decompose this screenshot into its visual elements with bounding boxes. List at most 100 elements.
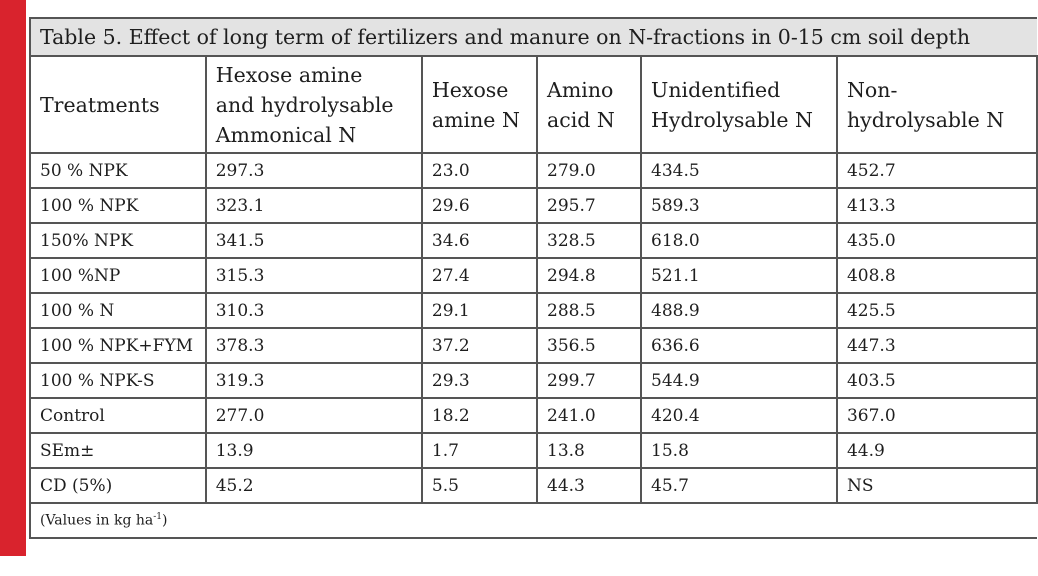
treatment-cell: Control bbox=[29, 397, 207, 434]
value-cell: 29.1 bbox=[420, 292, 539, 329]
value-cell: 13.9 bbox=[204, 432, 423, 469]
table-row: Control 277.0 18.2 241.0 420.4 367.0 bbox=[29, 397, 1038, 434]
value-cell: 18.2 bbox=[420, 397, 539, 434]
value-cell: 277.0 bbox=[204, 397, 423, 434]
header-line: acid N bbox=[547, 107, 615, 132]
accent-bar bbox=[0, 0, 26, 556]
value-cell: 435.0 bbox=[835, 222, 1038, 259]
header-non-hydrolysable-n: Non-hydrolysable N bbox=[835, 55, 1038, 154]
value-cell: 1.7 bbox=[420, 432, 539, 469]
header-unidentified-hydrolysable-n: Unidentified Hydrolysable N bbox=[640, 55, 838, 154]
value-cell: 618.0 bbox=[640, 222, 838, 259]
table-body: 50 % NPK 297.3 23.0 279.0 434.5 452.7 100 % NP… bbox=[29, 152, 1038, 504]
note-prefix: (Values in kg ha bbox=[40, 512, 154, 529]
header-hexose-amine-n: Hexose amine N bbox=[420, 55, 539, 154]
value-cell: 45.2 bbox=[204, 467, 423, 504]
table-row: SEm± 13.9 1.7 13.8 15.8 44.9 bbox=[29, 432, 1038, 469]
note-row: (Values in kg ha-1) bbox=[29, 502, 1037, 539]
treatment-cell: 100 % NPK-S bbox=[29, 362, 207, 399]
value-cell: 27.4 bbox=[420, 257, 539, 294]
value-cell: 294.8 bbox=[536, 257, 643, 294]
header-line: amine N bbox=[431, 107, 520, 132]
table-row: 50 % NPK 297.3 23.0 279.0 434.5 452.7 bbox=[29, 152, 1038, 189]
treatment-cell: 150% NPK bbox=[29, 222, 207, 259]
value-cell: 488.9 bbox=[640, 292, 838, 329]
value-cell: 44.9 bbox=[835, 432, 1038, 469]
value-cell: 447.3 bbox=[835, 327, 1038, 364]
value-cell: 5.5 bbox=[420, 467, 539, 504]
value-cell: 34.6 bbox=[420, 222, 539, 259]
header-line: and hydrolysable bbox=[215, 92, 394, 117]
value-cell: 37.2 bbox=[420, 327, 539, 364]
table-caption: Table 5. Effect of long term of fertiliz… bbox=[29, 17, 1037, 57]
treatment-cell: 50 % NPK bbox=[29, 152, 207, 189]
n-fractions-table: Table 5. Effect of long term of fertiliz… bbox=[29, 17, 1038, 539]
table-container: Table 5. Effect of long term of fertiliz… bbox=[29, 17, 1038, 557]
header-line: Hexose bbox=[431, 77, 509, 102]
table-row: 100 % NPK+FYM 378.3 37.2 356.5 636.6 447.3 bbox=[29, 327, 1038, 364]
value-cell: 279.0 bbox=[536, 152, 643, 189]
value-cell: 295.7 bbox=[536, 187, 643, 224]
value-cell: 45.7 bbox=[640, 467, 838, 504]
caption-row: Table 5. Effect of long term of fertiliz… bbox=[29, 17, 1037, 57]
header-amino-acid-n: Amino acid N bbox=[536, 55, 643, 154]
value-cell: 328.5 bbox=[536, 222, 643, 259]
value-cell: 521.1 bbox=[640, 257, 838, 294]
value-cell: 378.3 bbox=[204, 327, 423, 364]
value-cell: 297.3 bbox=[204, 152, 423, 189]
value-cell: 23.0 bbox=[420, 152, 539, 189]
header-treatments: Treatments bbox=[29, 55, 207, 154]
value-cell: 29.3 bbox=[420, 362, 539, 399]
table-row: 100 % NPK-S 319.3 29.3 299.7 544.9 403.5 bbox=[29, 362, 1038, 399]
table-row: CD (5%) 45.2 5.5 44.3 45.7 NS bbox=[29, 467, 1038, 504]
note-superscript: -1 bbox=[153, 512, 163, 523]
table-row: 150% NPK 341.5 34.6 328.5 618.0 435.0 bbox=[29, 222, 1038, 259]
value-cell: 452.7 bbox=[835, 152, 1038, 189]
value-cell: 420.4 bbox=[640, 397, 838, 434]
value-cell: 323.1 bbox=[204, 187, 423, 224]
table-row: 100 % N 310.3 29.1 288.5 488.9 425.5 bbox=[29, 292, 1038, 329]
treatment-cell: SEm± bbox=[29, 432, 207, 469]
value-cell: 315.3 bbox=[204, 257, 423, 294]
value-cell: 15.8 bbox=[640, 432, 838, 469]
value-cell: 44.3 bbox=[536, 467, 643, 504]
header-line: Amino bbox=[547, 77, 614, 102]
header-hexose-amine-hydrolysable-ammonical-n: Hexose amine and hydrolysable Ammonical N bbox=[204, 55, 423, 154]
treatment-cell: 100 %NP bbox=[29, 257, 207, 294]
value-cell: 413.3 bbox=[835, 187, 1038, 224]
header-row: Treatments Hexose amine and hydrolysable Am… bbox=[29, 55, 1038, 154]
treatment-cell: 100 % NPK bbox=[29, 187, 207, 224]
treatment-cell: CD (5%) bbox=[29, 467, 207, 504]
header-line: Hydrolysable N bbox=[651, 107, 813, 132]
value-cell: 241.0 bbox=[536, 397, 643, 434]
value-cell: 13.8 bbox=[536, 432, 643, 469]
value-cell: 356.5 bbox=[536, 327, 643, 364]
note-suffix: ) bbox=[162, 512, 168, 529]
value-cell: 434.5 bbox=[640, 152, 838, 189]
value-cell: 319.3 bbox=[204, 362, 423, 399]
value-cell: 544.9 bbox=[640, 362, 838, 399]
header-line: Ammonical N bbox=[215, 122, 357, 147]
header-line: hydrolysable N bbox=[846, 107, 1005, 132]
table-row: 100 %NP 315.3 27.4 294.8 521.1 408.8 bbox=[29, 257, 1038, 294]
value-cell: NS bbox=[835, 467, 1038, 504]
value-cell: 425.5 bbox=[835, 292, 1038, 329]
treatment-cell: 100 % N bbox=[29, 292, 207, 329]
header-line: Hexose amine bbox=[215, 62, 363, 87]
value-cell: 367.0 bbox=[835, 397, 1038, 434]
table-row: 100 % NPK 323.1 29.6 295.7 589.3 413.3 bbox=[29, 187, 1038, 224]
treatment-cell: 100 % NPK+FYM bbox=[29, 327, 207, 364]
value-cell: 636.6 bbox=[640, 327, 838, 364]
value-cell: 288.5 bbox=[536, 292, 643, 329]
value-cell: 341.5 bbox=[204, 222, 423, 259]
value-cell: 29.6 bbox=[420, 187, 539, 224]
header-line: Treatments bbox=[40, 92, 160, 117]
value-cell: 299.7 bbox=[536, 362, 643, 399]
header-line: Non- bbox=[846, 77, 898, 102]
table-note: (Values in kg ha-1) bbox=[29, 502, 1037, 539]
value-cell: 310.3 bbox=[204, 292, 423, 329]
value-cell: 408.8 bbox=[835, 257, 1038, 294]
header-line: Unidentified bbox=[651, 77, 781, 102]
value-cell: 589.3 bbox=[640, 187, 838, 224]
value-cell: 403.5 bbox=[835, 362, 1038, 399]
